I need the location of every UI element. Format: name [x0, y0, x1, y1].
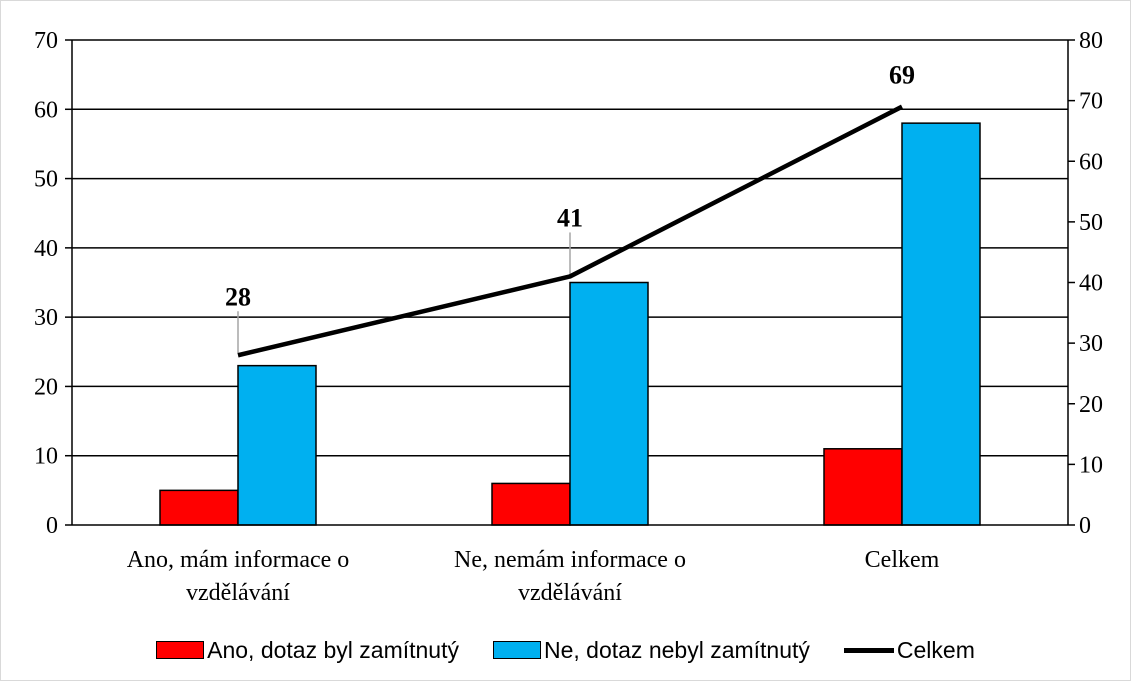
right-tick-label: 60 [1079, 149, 1103, 175]
right-tick-label: 20 [1079, 392, 1103, 418]
left-tick-label: 40 [34, 236, 58, 262]
left-tick-label: 70 [34, 28, 58, 54]
right-tick-label: 70 [1079, 89, 1103, 115]
bar [823, 448, 903, 526]
data-label: 69 [889, 61, 915, 90]
legend-label-ne: Ne, dotaz nebyl zamítnutý [543, 636, 810, 663]
data-label: 41 [557, 203, 583, 232]
labels: 0 10 20 30 40 50 60 70 0 10 20 30 40 50 60 70 80 Ano, mám… [34, 28, 1103, 606]
left-tick-label: 20 [34, 374, 58, 400]
legend-item-ne: Ne, dotaz nebyl zamítnutý [492, 636, 810, 664]
right-tick-label: 0 [1079, 513, 1091, 539]
left-tick-label: 0 [46, 513, 58, 539]
left-tick-label: 30 [34, 305, 58, 331]
left-tick-label: 10 [34, 444, 58, 470]
right-tick-label: 30 [1079, 331, 1103, 357]
left-tick-label: 60 [34, 97, 58, 123]
category-label: Ne, nemám informace o [454, 547, 686, 573]
legend-label-celkem: Celkem [896, 636, 975, 663]
category-label: Ano, mám informace o [127, 547, 350, 573]
legend-swatch-ano [156, 641, 205, 659]
category-label: Celkem [865, 547, 940, 573]
legend-item-celkem: Celkem [843, 636, 975, 664]
bar [901, 122, 981, 526]
legend-swatch-celkem [843, 647, 894, 653]
legend-item-ano: Ano, dotaz byl zamítnutý [156, 637, 459, 664]
left-tick-label: 50 [34, 167, 58, 193]
right-tick-label: 80 [1079, 28, 1103, 54]
legend-swatch-ne [492, 641, 541, 659]
bars [159, 122, 981, 526]
bar [491, 482, 571, 526]
right-tick-label: 10 [1079, 452, 1103, 478]
right-tick-label: 40 [1079, 271, 1103, 297]
axes [65, 39, 1075, 526]
bar [159, 489, 239, 526]
right-tick-label: 50 [1079, 210, 1103, 236]
legend-label-ano: Ano, dotaz byl zamítnutý [207, 636, 459, 663]
total-line [237, 104, 904, 358]
category-label: vzdělávání [518, 580, 622, 606]
bar [237, 364, 317, 526]
label-leaders [237, 232, 571, 354]
bar [569, 281, 649, 526]
data-label: 28 [225, 282, 251, 311]
total-line-path [237, 104, 904, 358]
category-label: vzdělávání [186, 580, 290, 606]
legend: Ano, dotaz byl zamítnutý Ne, dotaz nebyl… [0, 632, 1131, 668]
